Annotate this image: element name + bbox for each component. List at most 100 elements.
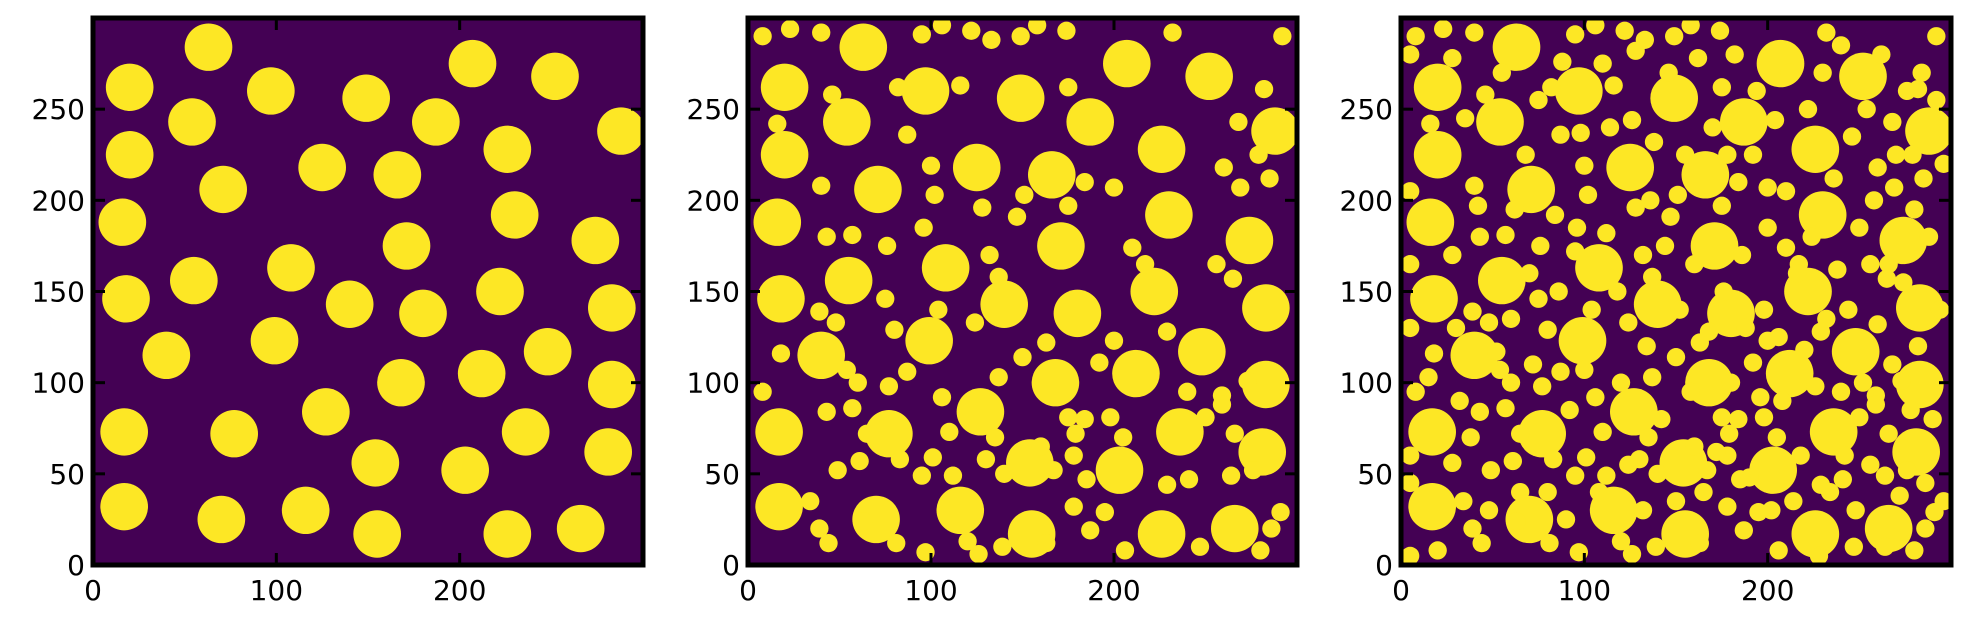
particle-large	[483, 125, 532, 173]
particle-small	[1260, 169, 1279, 188]
particle-small	[1538, 320, 1557, 339]
particle-small	[1643, 267, 1662, 287]
particle-large	[351, 439, 400, 487]
particle-small	[1710, 21, 1730, 40]
particle-small	[1720, 424, 1739, 443]
particle-small	[1597, 466, 1616, 485]
particle-small	[877, 236, 897, 256]
particle-small	[1835, 446, 1854, 465]
particle-small	[819, 534, 838, 553]
particle-small	[823, 85, 842, 104]
particle-small	[982, 30, 1001, 49]
particle-small	[1831, 382, 1851, 401]
particle-large	[1251, 107, 1297, 155]
particle-small	[1611, 373, 1631, 392]
particle-large	[1507, 165, 1555, 214]
particle-small	[1806, 377, 1825, 396]
particle-small	[1762, 501, 1781, 520]
particle-small	[1798, 100, 1818, 119]
particle-small	[923, 448, 942, 467]
particle-large	[325, 280, 374, 328]
particle-small	[1666, 492, 1686, 511]
particle-small	[1059, 78, 1078, 97]
particle-large	[854, 165, 902, 214]
particle-small	[1927, 90, 1946, 110]
particle-large	[1633, 280, 1682, 328]
particle-small	[1668, 185, 1688, 204]
particle-small	[1223, 269, 1243, 288]
particle-small	[1622, 110, 1642, 130]
particle-small	[1912, 63, 1931, 82]
particle-large	[1066, 98, 1114, 146]
particles	[753, 18, 1297, 564]
panel-2: 0 100 200 0 50 100 150 200 250	[687, 15, 1300, 607]
particle-small	[1115, 541, 1135, 560]
particle-small	[1401, 446, 1420, 465]
particle-small	[1872, 45, 1891, 64]
particle-small	[1857, 100, 1876, 119]
particle-small	[1271, 503, 1290, 522]
particle-small	[1707, 442, 1726, 462]
particle-small	[885, 320, 904, 339]
particle-small	[1212, 395, 1232, 414]
particle-small	[1571, 123, 1590, 142]
particle-large	[1650, 74, 1698, 122]
x-tick-label: 100	[904, 574, 957, 607]
particle-large	[1027, 151, 1076, 199]
y-tick-label: 250	[32, 93, 85, 126]
particle-small	[1542, 78, 1561, 97]
particle-large	[571, 216, 620, 265]
particle-small	[1465, 176, 1484, 195]
particle-small	[912, 466, 931, 485]
particle-small	[1897, 81, 1917, 101]
particle-small	[1754, 408, 1774, 427]
particle-large	[584, 428, 633, 476]
particle-small	[1729, 410, 1748, 429]
particle-small	[1424, 344, 1444, 363]
particle-small	[1919, 227, 1939, 246]
particle-small	[1273, 27, 1292, 46]
particle-small	[1916, 473, 1935, 493]
particle-small	[1853, 373, 1873, 392]
particle-small	[1476, 85, 1495, 104]
particle-small	[1421, 114, 1440, 133]
particle-small	[1081, 521, 1100, 540]
particle-large	[247, 67, 295, 115]
particle-large	[1791, 510, 1840, 558]
particle-small	[1676, 145, 1695, 164]
particle-large	[170, 256, 218, 305]
y-tick-label: 100	[687, 367, 740, 400]
particle-large	[1112, 349, 1160, 398]
particle-large	[760, 63, 809, 111]
particle-large	[1905, 107, 1951, 155]
particle-large	[1690, 222, 1739, 270]
particle-small	[1401, 45, 1420, 64]
x-tick-label: 200	[1087, 574, 1140, 607]
particle-large	[302, 388, 350, 436]
particle-large	[1031, 358, 1080, 407]
particle-small	[1243, 461, 1263, 480]
particle-large	[1130, 267, 1179, 316]
particle-small	[1461, 428, 1480, 447]
particle-small	[1582, 300, 1601, 319]
particle-large	[1606, 143, 1654, 192]
particle-small	[1646, 537, 1666, 556]
particle-small	[1619, 313, 1638, 332]
y-tick-label: 0	[722, 549, 740, 582]
particle-small	[1743, 353, 1763, 372]
particle-small	[1864, 191, 1884, 210]
particle-large	[1408, 482, 1456, 531]
particle-small	[848, 373, 867, 392]
particle-large	[382, 222, 431, 270]
particle-small	[1501, 309, 1521, 328]
particle-small	[1791, 446, 1810, 465]
particle-small	[1751, 388, 1770, 407]
particle-small	[1866, 395, 1886, 414]
particle-small	[753, 382, 772, 401]
particle-large	[1145, 191, 1193, 239]
particle-small	[1157, 475, 1177, 494]
particle-large	[1476, 98, 1524, 146]
particle-large	[100, 408, 148, 456]
particle-large	[921, 244, 970, 292]
particle-small	[1883, 112, 1902, 132]
